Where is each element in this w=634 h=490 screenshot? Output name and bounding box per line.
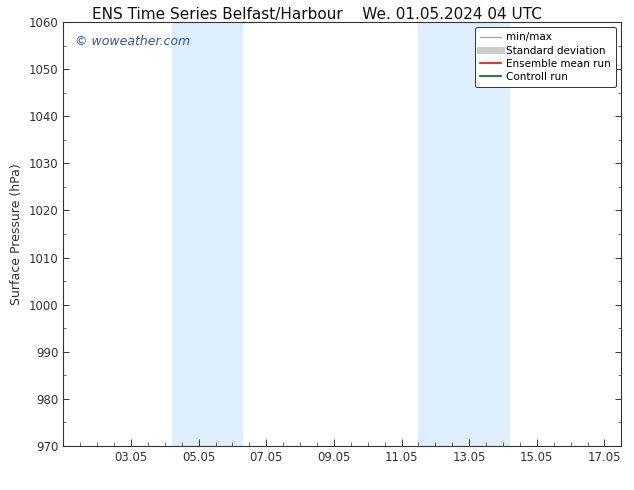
- Text: ENS Time Series Belfast/Harbour    We. 01.05.2024 04 UTC: ENS Time Series Belfast/Harbour We. 01.0…: [92, 7, 542, 23]
- Bar: [172, 22, 243, 446]
- Y-axis label: Surface Pressure (hPa): Surface Pressure (hPa): [10, 163, 23, 305]
- Bar: [418, 22, 510, 446]
- Text: © woweather.com: © woweather.com: [75, 35, 190, 48]
- Legend: min/max, Standard deviation, Ensemble mean run, Controll run: min/max, Standard deviation, Ensemble me…: [475, 27, 616, 87]
